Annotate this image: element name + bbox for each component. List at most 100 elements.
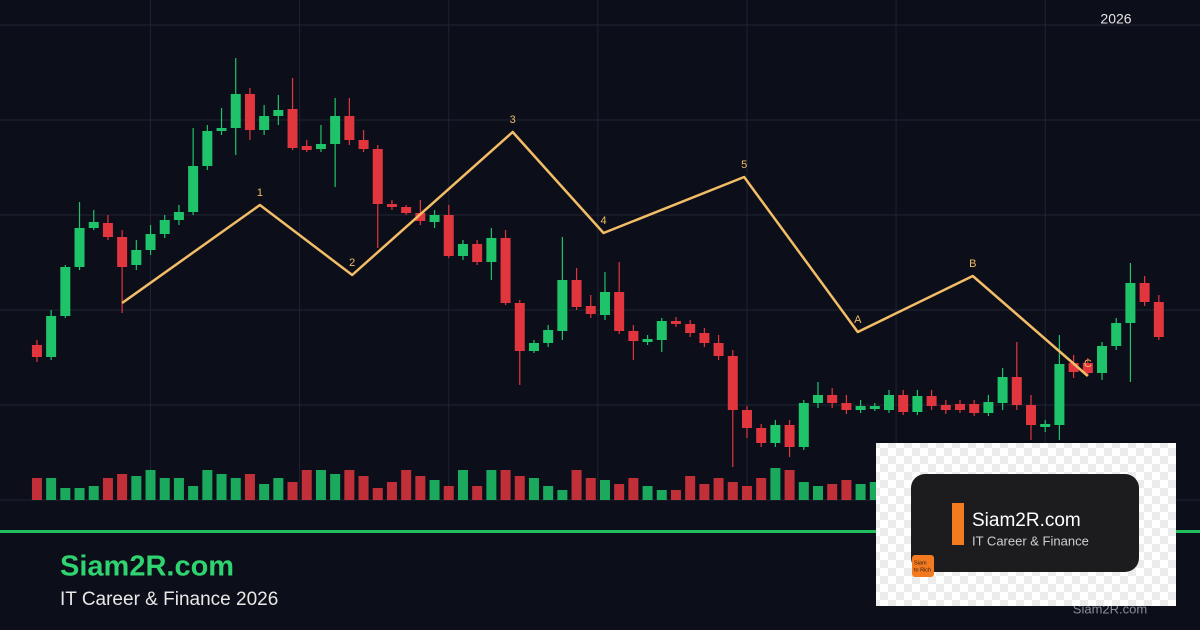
candle-body — [117, 237, 128, 267]
volume-bar — [472, 486, 483, 500]
candle-body — [514, 303, 525, 351]
candle-body — [883, 395, 894, 410]
candle-body — [869, 406, 880, 409]
candle-body — [344, 116, 355, 140]
volume-bar — [457, 470, 468, 500]
candle-body — [855, 406, 866, 410]
volume-bar — [827, 484, 838, 500]
wave-label: 2 — [349, 257, 355, 269]
brand-subtitle: IT Career & Finance 2026 — [60, 589, 278, 610]
candle-body — [1054, 364, 1065, 425]
volume-bar — [869, 482, 880, 500]
candle-body — [244, 94, 255, 130]
candle-body — [60, 267, 71, 316]
candle-body — [898, 395, 909, 412]
volume-bar — [443, 486, 454, 500]
candle-body — [557, 280, 568, 331]
volume-bar — [287, 482, 298, 500]
candle-body — [273, 110, 284, 116]
volume-bar — [614, 484, 625, 500]
volume-bar — [727, 482, 738, 500]
volume-bar — [642, 486, 653, 500]
volume-bar — [699, 484, 710, 500]
candle-body — [699, 333, 710, 343]
candle-body — [940, 405, 951, 410]
volume-bar — [685, 476, 696, 500]
volume-bar — [486, 470, 497, 500]
volume-bar — [88, 486, 99, 500]
volume-bar — [656, 490, 667, 500]
volume-bar — [301, 470, 312, 500]
candle-body — [685, 324, 696, 333]
candle-body — [614, 292, 625, 331]
candle-body — [429, 215, 440, 222]
wave-label: 1 — [257, 187, 263, 199]
wave-label: B — [969, 258, 976, 270]
volume-bar — [500, 470, 511, 500]
candle-body — [358, 140, 369, 149]
volume-bar — [628, 478, 639, 500]
candle-body — [500, 238, 511, 303]
volume-bar — [259, 484, 270, 500]
card-accent — [952, 503, 964, 545]
candle-body — [543, 330, 554, 343]
volume-bar — [770, 468, 781, 500]
volume-bar — [798, 482, 809, 500]
volume-bar — [159, 478, 170, 500]
candle-body — [287, 109, 298, 148]
volume-bar — [571, 470, 582, 500]
volume-bar — [784, 470, 795, 500]
candle-body — [401, 207, 412, 213]
candle-body — [386, 204, 397, 207]
candle-body — [301, 146, 312, 150]
candle-body — [102, 223, 113, 237]
candle-body — [1040, 424, 1051, 427]
candle-body — [46, 316, 57, 357]
candle-body — [457, 244, 468, 256]
candle-body — [1026, 405, 1037, 425]
candle-body — [472, 244, 483, 262]
volume-bar — [31, 478, 42, 500]
volume-bar — [358, 476, 369, 500]
volume-bar — [131, 476, 142, 500]
candles — [31, 58, 1164, 467]
volume-bar — [230, 478, 241, 500]
candle-body — [372, 149, 383, 204]
volume-bar — [713, 478, 724, 500]
candle-body — [1068, 363, 1079, 372]
candle-body — [230, 94, 241, 128]
volume-bar — [273, 478, 284, 500]
volume-bar — [117, 474, 128, 500]
volume-bar — [514, 476, 525, 500]
volume-bar — [102, 478, 113, 500]
volume-bar — [344, 470, 355, 500]
candle-body — [727, 356, 738, 410]
candle-body — [1097, 346, 1108, 373]
brand-title: Siam2R.com — [60, 551, 234, 583]
candle-body — [599, 292, 610, 315]
candle-body — [216, 128, 227, 131]
year-label: 2026 — [1100, 11, 1131, 27]
volume-bar — [855, 484, 866, 500]
candle-body — [670, 321, 681, 324]
candle-body — [628, 331, 639, 341]
candle-body — [88, 222, 99, 228]
volume-bar — [741, 486, 752, 500]
wave-label: 4 — [600, 215, 606, 227]
wave-label: C — [1084, 358, 1092, 370]
candle-body — [1011, 377, 1022, 405]
candle-body — [585, 306, 596, 314]
candle-body — [798, 403, 809, 447]
card: Siam2R.com IT Career & Finance Siam to R… — [876, 443, 1176, 606]
candle-body — [983, 402, 994, 413]
candle-body — [997, 377, 1008, 403]
volume-bar — [841, 480, 852, 500]
volume-bar — [46, 478, 57, 500]
candle-body — [770, 425, 781, 443]
candle-body — [131, 250, 142, 265]
volume-bar — [557, 490, 568, 500]
volume-bar — [188, 486, 199, 500]
candle-body — [443, 215, 454, 256]
